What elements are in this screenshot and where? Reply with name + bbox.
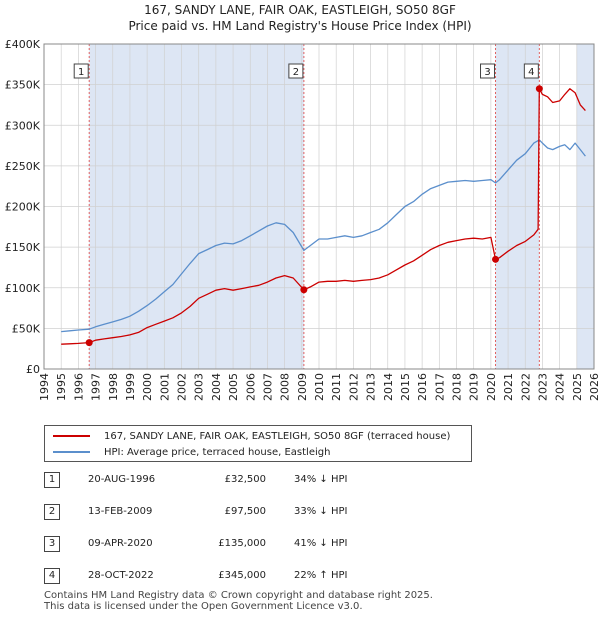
sale-4-box-label: 4 <box>528 67 534 78</box>
sale-number: 4 <box>44 568 60 584</box>
footer-line-1: Contains HM Land Registry data © Crown c… <box>44 590 433 601</box>
legend: 167, SANDY LANE, FAIR OAK, EASTLEIGH, SO… <box>44 425 472 462</box>
x-tick-label: 2000 <box>141 373 154 401</box>
x-tick-label: 2010 <box>313 373 326 401</box>
x-tick-label: 1994 <box>38 373 51 401</box>
x-tick-label: 1999 <box>124 373 137 401</box>
price-paid-line <box>61 88 586 345</box>
sale-3-box <box>480 63 496 79</box>
x-tick-label: 2001 <box>158 373 171 401</box>
sale-date: 13-FEB-2009 <box>88 506 153 517</box>
y-tick-label: £350K <box>5 79 41 92</box>
x-tick-label: 2020 <box>485 373 498 401</box>
x-tick-label: 2018 <box>451 373 464 401</box>
x-tick-label: 2008 <box>279 373 292 401</box>
y-tick-label: £300K <box>5 119 41 132</box>
legend-label-price: 167, SANDY LANE, FAIR OAK, EASTLEIGH, SO… <box>104 430 451 442</box>
y-tick-label: £250K <box>5 160 41 173</box>
y-tick-label: £400K <box>5 38 41 51</box>
sale-row: 1 20-AUG-1996 £32,500 34% ↓ HPI <box>44 472 600 490</box>
sale-2-box <box>288 63 304 79</box>
x-tick-label: 2022 <box>519 373 532 401</box>
sale-price: £32,500 <box>224 474 266 485</box>
sale-4-box <box>523 63 539 79</box>
sale-1-marker <box>85 339 93 347</box>
sale-hpi-diff: 41% ↓ HPI <box>294 538 348 549</box>
legend-item-hpi: HPI: Average price, terraced house, East… <box>53 445 330 459</box>
legend-swatch-hpi <box>53 451 90 453</box>
footer-line-2: This data is licensed under the Open Gov… <box>44 601 363 612</box>
sale-1-box-label: 1 <box>78 67 84 78</box>
x-tick-label: 1998 <box>107 373 120 401</box>
plot-frame <box>43 43 595 370</box>
sale-number: 1 <box>44 472 60 488</box>
x-tick-label: 2017 <box>433 373 446 401</box>
x-tick-label: 2003 <box>193 373 206 401</box>
x-tick-label: 2011 <box>330 373 343 401</box>
x-tick-label: 2016 <box>416 373 429 401</box>
sale-price: £135,000 <box>218 538 266 549</box>
sale-3-marker <box>492 255 500 263</box>
hpi-line <box>61 139 586 333</box>
y-tick-label: £0 <box>26 363 40 376</box>
sale-4-marker <box>535 85 543 93</box>
legend-label-hpi: HPI: Average price, terraced house, East… <box>104 446 331 458</box>
x-tick-label: 2015 <box>399 373 412 401</box>
sale-1-box <box>73 63 89 79</box>
y-tick-label: £150K <box>5 241 41 254</box>
sale-hpi-diff: 33% ↓ HPI <box>294 506 348 517</box>
x-tick-label: 1996 <box>72 373 85 401</box>
chart-subtitle: Price paid vs. HM Land Registry's House … <box>128 19 472 33</box>
sale-price: £345,000 <box>218 570 266 581</box>
x-tick-label: 2009 <box>296 373 309 401</box>
sale-2-marker <box>300 286 308 294</box>
sale-date: 28-OCT-2022 <box>88 570 154 581</box>
x-tick-label: 2007 <box>261 373 274 401</box>
sale-number: 3 <box>44 536 60 552</box>
legend-item-price: 167, SANDY LANE, FAIR OAK, EASTLEIGH, SO… <box>53 429 450 443</box>
x-tick-label: 2006 <box>244 373 257 401</box>
sale-date: 09-APR-2020 <box>88 538 153 549</box>
x-tick-label: 2025 <box>571 373 584 401</box>
sale-row: 3 09-APR-2020 £135,000 41% ↓ HPI <box>44 536 600 554</box>
x-tick-label: 2002 <box>176 373 189 401</box>
sale-row: 2 13-FEB-2009 £97,500 33% ↓ HPI <box>44 504 600 522</box>
x-tick-label: 2026 <box>588 373 600 401</box>
x-tick-label: 2021 <box>502 373 515 401</box>
sale-hpi-diff: 22% ↑ HPI <box>294 570 348 581</box>
x-tick-label: 2004 <box>210 373 223 401</box>
sale-number: 2 <box>44 504 60 520</box>
sale-2-box-label: 2 <box>293 67 299 78</box>
price-chart: 1 2 3 4 £0 £50K £100K £150K £200K £250K £300K £350… <box>5 38 600 401</box>
x-tick-label: 2024 <box>554 373 567 401</box>
sale-hpi-diff: 34% ↓ HPI <box>294 474 348 485</box>
y-tick-label: £100K <box>5 282 41 295</box>
y-tick-label: £200K <box>5 201 41 214</box>
legend-swatch-price <box>53 435 90 437</box>
x-tick-label: 2014 <box>382 373 395 401</box>
x-tick-label: 1997 <box>90 373 103 401</box>
x-tick-label: 2019 <box>468 373 481 401</box>
sale-3-box-label: 3 <box>484 67 490 78</box>
x-tick-label: 1995 <box>55 373 68 401</box>
sale-price: £97,500 <box>224 506 266 517</box>
y-tick-label: £50K <box>12 322 41 335</box>
footer: Contains HM Land Registry data © Crown c… <box>44 590 433 612</box>
sale-row: 4 28-OCT-2022 £345,000 22% ↑ HPI <box>44 568 600 586</box>
x-tick-label: 2023 <box>536 373 549 401</box>
sale-date: 20-AUG-1996 <box>88 474 156 485</box>
x-tick-label: 2005 <box>227 373 240 401</box>
chart-title: 167, SANDY LANE, FAIR OAK, EASTLEIGH, SO… <box>144 3 456 17</box>
x-tick-label: 2012 <box>347 373 360 401</box>
x-tick-label: 2013 <box>365 373 378 401</box>
